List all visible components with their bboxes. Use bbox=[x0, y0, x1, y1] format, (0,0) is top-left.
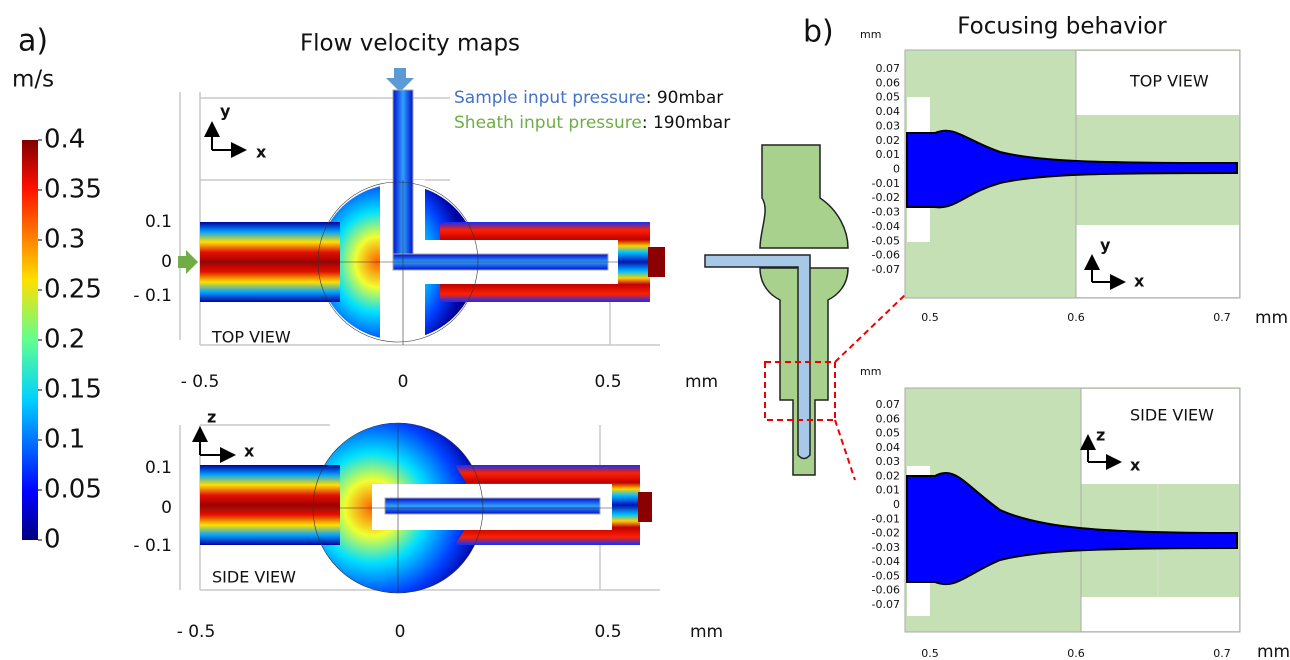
legend-sample: Sample input pressure: 90mbar bbox=[454, 88, 723, 108]
x-tick-label: 0.5 bbox=[594, 622, 621, 642]
y-tick-label: -0.07 bbox=[872, 263, 900, 276]
y-tick-label: 0.07 bbox=[876, 62, 901, 75]
y-tick-label: 0.02 bbox=[876, 469, 901, 482]
axis-letter: x bbox=[244, 442, 255, 461]
y-tick-label: 0.04 bbox=[876, 441, 901, 454]
y-tick-label: 0.03 bbox=[876, 455, 901, 468]
y-tick-label: 0 bbox=[893, 163, 900, 176]
view-label: SIDE VIEW bbox=[212, 568, 296, 587]
colorbar-tick-label: 0.4 bbox=[44, 125, 85, 155]
colorbar-tick-label: 0.05 bbox=[44, 475, 102, 505]
panel-title: Focusing behavior bbox=[957, 14, 1167, 40]
panel-label: a) bbox=[18, 24, 48, 59]
colorbar-unit: m/s bbox=[12, 67, 54, 93]
y-tick-label: -0.05 bbox=[872, 234, 900, 247]
view-label: TOP VIEW bbox=[1129, 72, 1209, 91]
sample-arrow bbox=[386, 68, 414, 92]
colorbar-tick-label: 0.3 bbox=[44, 225, 85, 255]
view-label: TOP VIEW bbox=[211, 328, 291, 347]
x-tick-label: 0.5 bbox=[921, 647, 939, 660]
x-tick-label: 0 bbox=[398, 372, 409, 392]
legend-label: Sheath input pressure bbox=[454, 113, 642, 133]
y-tick-label: -0.01 bbox=[872, 177, 900, 190]
axis-letter: x bbox=[256, 143, 267, 162]
y-tick-label: -0.04 bbox=[872, 555, 900, 568]
x-tick-label: 0.7 bbox=[1213, 647, 1231, 660]
y-tick-label: -0.04 bbox=[872, 220, 900, 233]
y-tick-label: - 0.1 bbox=[133, 286, 172, 306]
axis-letter: z bbox=[1096, 426, 1105, 445]
y-tick-label: 0 bbox=[161, 252, 172, 272]
y-tick-label: 0.07 bbox=[876, 398, 901, 411]
y-unit: mm bbox=[860, 365, 881, 378]
y-tick-label: 0.01 bbox=[876, 148, 901, 161]
colorbar-tick-label: 0.25 bbox=[44, 275, 102, 305]
y-tick-label: 0 bbox=[161, 498, 172, 518]
legend-value: : 90mbar bbox=[646, 88, 724, 108]
x-tick-label: 0.5 bbox=[594, 372, 621, 392]
colorbar-tick-label: 0.15 bbox=[44, 375, 102, 405]
side-focus-plot bbox=[905, 388, 1240, 632]
y-tick-label: 0.03 bbox=[876, 119, 901, 132]
axis-letter: z bbox=[207, 408, 216, 427]
axis-letter: y bbox=[220, 102, 231, 121]
panel-title: Flow velocity maps bbox=[300, 31, 520, 57]
y-tick-label: 0.01 bbox=[876, 484, 901, 497]
x-tick-label: 0.6 bbox=[1067, 311, 1085, 324]
y-tick-label: -0.02 bbox=[872, 191, 900, 204]
colorbar-tick-label: 0.1 bbox=[44, 425, 85, 455]
x-unit: mm bbox=[690, 622, 723, 642]
x-tick-label: - 0.5 bbox=[181, 372, 220, 392]
y-tick-label: 0.05 bbox=[876, 91, 901, 104]
colorbar-tick-label: 0 bbox=[44, 525, 61, 555]
y-tick-label: 0.1 bbox=[145, 458, 172, 478]
y-tick-label: -0.07 bbox=[872, 598, 900, 611]
x-tick-label: 0.5 bbox=[921, 311, 939, 324]
x-tick-label: - 0.5 bbox=[177, 622, 216, 642]
colorbar-tick-label: 0.35 bbox=[44, 175, 102, 205]
figure: a) Flow velocity maps m/s 0.4 0.35 0.3 0.25… bbox=[0, 0, 1290, 660]
y-tick-label: 0.06 bbox=[876, 76, 901, 89]
axis-letter: x bbox=[1134, 272, 1145, 291]
x-tick-label: 0.7 bbox=[1213, 311, 1231, 324]
y-tick-label: -0.03 bbox=[872, 206, 900, 219]
y-unit: mm bbox=[860, 28, 881, 41]
x-unit: mm bbox=[1255, 308, 1288, 328]
y-tick-label: -0.03 bbox=[872, 541, 900, 554]
legend-value: : 190mbar bbox=[642, 113, 730, 133]
y-tick-label: -0.06 bbox=[872, 249, 900, 262]
y-tick-label: 0.1 bbox=[145, 212, 172, 232]
y-tick-label: 0.02 bbox=[876, 134, 901, 147]
y-tick-label: 0.05 bbox=[876, 427, 901, 440]
legend-sheath: Sheath input pressure: 190mbar bbox=[454, 113, 730, 133]
x-tick-label: 0.6 bbox=[1067, 647, 1085, 660]
y-tick-label: 0.06 bbox=[876, 412, 901, 425]
x-unit: mm bbox=[1257, 642, 1290, 660]
view-label: SIDE VIEW bbox=[1130, 406, 1214, 425]
y-tick-label: 0.04 bbox=[876, 105, 901, 118]
y-tick-label: -0.02 bbox=[872, 527, 900, 540]
axis-letter: y bbox=[1100, 236, 1111, 255]
legend-label: Sample input pressure bbox=[454, 88, 646, 108]
y-tick-label: - 0.1 bbox=[133, 536, 172, 556]
colorbar bbox=[22, 140, 38, 540]
x-unit: mm bbox=[685, 372, 718, 392]
panel-label: b) bbox=[803, 15, 834, 50]
colorbar-tick-label: 0.2 bbox=[44, 325, 85, 355]
y-tick-label: 0 bbox=[893, 498, 900, 511]
y-tick-label: -0.06 bbox=[872, 584, 900, 597]
axis-letter: x bbox=[1130, 456, 1141, 475]
y-tick-label: -0.01 bbox=[872, 512, 900, 525]
x-tick-label: 0 bbox=[395, 622, 406, 642]
y-tick-label: -0.05 bbox=[872, 569, 900, 582]
